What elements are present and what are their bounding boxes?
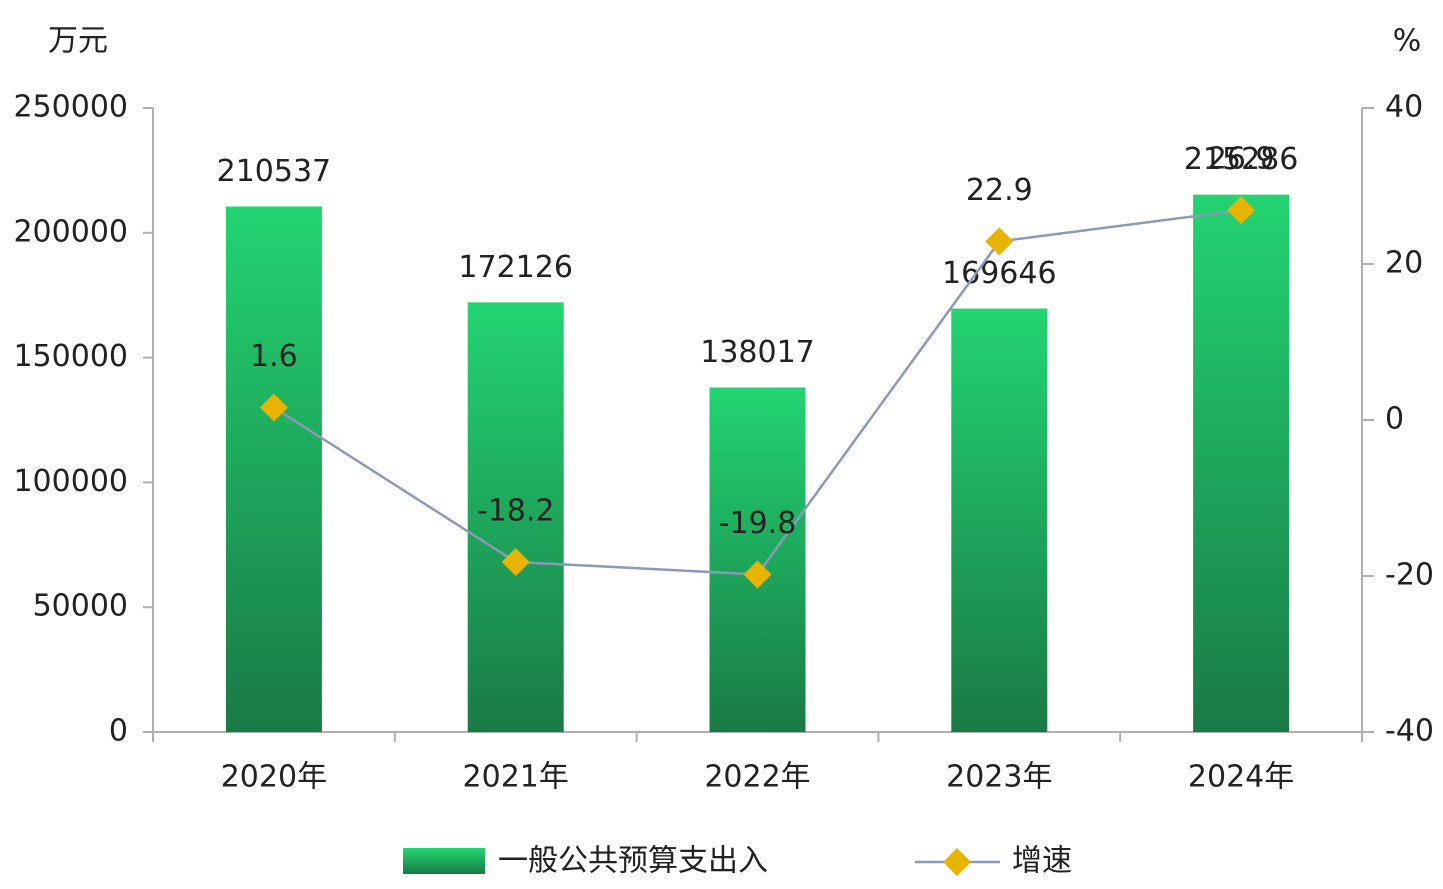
x-tick-label: 2022年 — [704, 760, 810, 795]
marker — [985, 227, 1014, 256]
legend-label: 一般公共预算支出入 — [498, 844, 768, 879]
bar — [951, 308, 1048, 732]
y2-tick-label: -40 — [1385, 714, 1434, 749]
x-tick-label: 2020年 — [221, 760, 327, 795]
x-tick-label: 2024年 — [1188, 760, 1294, 795]
y2-tick-label: 20 — [1385, 246, 1423, 281]
marker — [743, 560, 772, 589]
y-tick-label: 100000 — [13, 464, 128, 499]
y-tick-label: 250000 — [13, 90, 128, 125]
x-tick-label: 2021年 — [463, 760, 569, 795]
y2-axis-title: % — [1393, 24, 1422, 59]
line-value-label: 22.9 — [966, 173, 1033, 208]
bar-value-label: 138017 — [700, 335, 815, 370]
bar — [467, 302, 564, 732]
y-tick-label: 200000 — [13, 214, 128, 249]
bar — [1193, 194, 1290, 733]
bar — [225, 206, 322, 733]
marker — [259, 393, 288, 422]
bar — [709, 387, 806, 732]
y2-tick-label: -20 — [1385, 558, 1434, 593]
bar-value-label: 169646 — [942, 256, 1057, 291]
bar-value-label: 172126 — [458, 250, 573, 285]
marker — [501, 547, 530, 576]
marker — [1227, 196, 1256, 225]
y-tick-label: 150000 — [13, 339, 128, 374]
line-value-label: -19.8 — [719, 506, 797, 541]
y2-tick-label: 40 — [1385, 90, 1423, 125]
legend-swatch-marker — [943, 848, 971, 876]
legend-swatch — [403, 848, 485, 874]
bar-value-label: 210537 — [217, 154, 332, 189]
y-tick-label: 50000 — [33, 589, 128, 624]
bar-value-label: 215286 — [1184, 142, 1299, 177]
line-value-label: 26.9 — [1208, 142, 1275, 177]
y-axis-title: 万元 — [48, 24, 108, 59]
y-tick-label: 0 — [109, 714, 128, 749]
legend-label: 增速 — [1012, 844, 1072, 879]
line-value-label: -18.2 — [477, 493, 555, 528]
x-tick-label: 2023年 — [946, 760, 1052, 795]
y2-tick-label: 0 — [1385, 402, 1404, 437]
line-value-label: 1.6 — [250, 339, 298, 374]
